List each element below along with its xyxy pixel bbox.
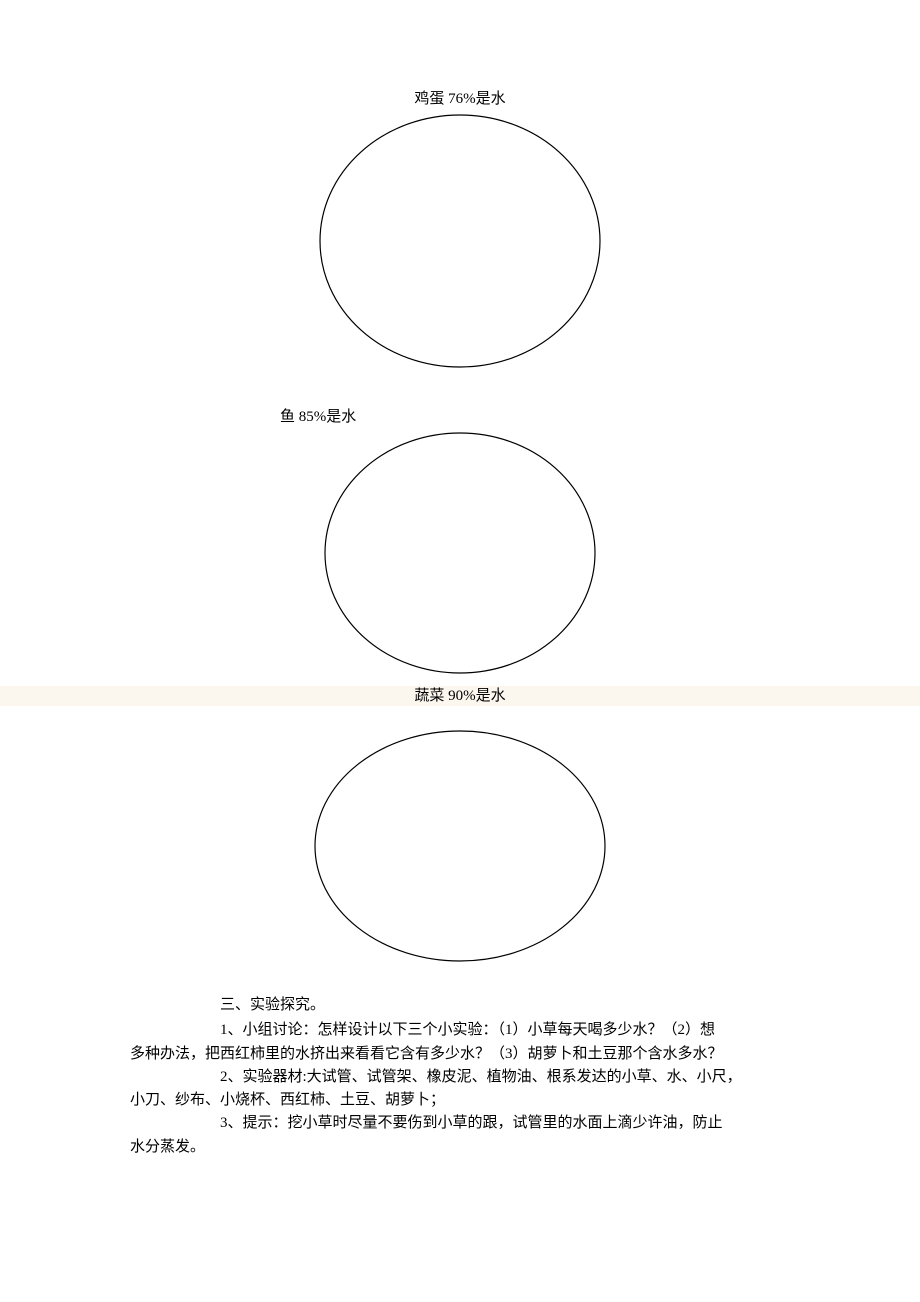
para-3-first: 3、提示：挖小草时尽量不要伤到小草的跟，试管里的水面上滴少许油，防止 [130, 1112, 790, 1135]
chart-fish: 鱼 85%是水 [0, 408, 920, 678]
chart-egg: 鸡蛋 76%是水 [0, 90, 920, 372]
para-1-rest: 多种办法，把西红柿里的水挤出来看看它含有多少水？（3）胡萝卜和土豆那个含水多水？ [130, 1043, 790, 1066]
document-page: 鸡蛋 76%是水 鱼 85%是水 蔬菜 90%是水 三、实验探究。 1、小组讨论… [0, 0, 920, 1302]
para-1-first: 1、小组讨论：怎样设计以下三个小实验：（1）小草每天喝多少水？（2）想 [130, 1019, 790, 1042]
spacer [0, 372, 920, 408]
text-body: 三、实验探究。 1、小组讨论：怎样设计以下三个小实验：（1）小草每天喝多少水？（… [0, 994, 920, 1159]
ellipse-fish [320, 428, 600, 678]
chart-label-egg: 鸡蛋 76%是水 [414, 90, 505, 108]
spacer [0, 678, 920, 686]
chart-vegetable: 蔬菜 90%是水 [0, 686, 920, 966]
ellipse-egg [315, 110, 605, 372]
chart-label-vegetable: 蔬菜 90%是水 [0, 686, 920, 706]
para-2-rest: 小刀、纱布、小烧杯、西红柿、土豆、胡萝卜； [130, 1089, 790, 1112]
spacer [0, 966, 920, 994]
ellipse-shape [320, 115, 600, 367]
ellipse-shape [325, 433, 595, 673]
ellipse-shape [315, 731, 605, 961]
ellipse-vegetable [310, 726, 610, 966]
chart-label-fish: 鱼 85%是水 [280, 408, 356, 426]
section-title: 三、实验探究。 [130, 994, 790, 1017]
para-2-first: 2、实验器材:大试管、试管架、橡皮泥、植物油、根系发达的小草、水、小尺， [130, 1066, 790, 1089]
para-3-rest: 水分蒸发。 [130, 1136, 790, 1159]
